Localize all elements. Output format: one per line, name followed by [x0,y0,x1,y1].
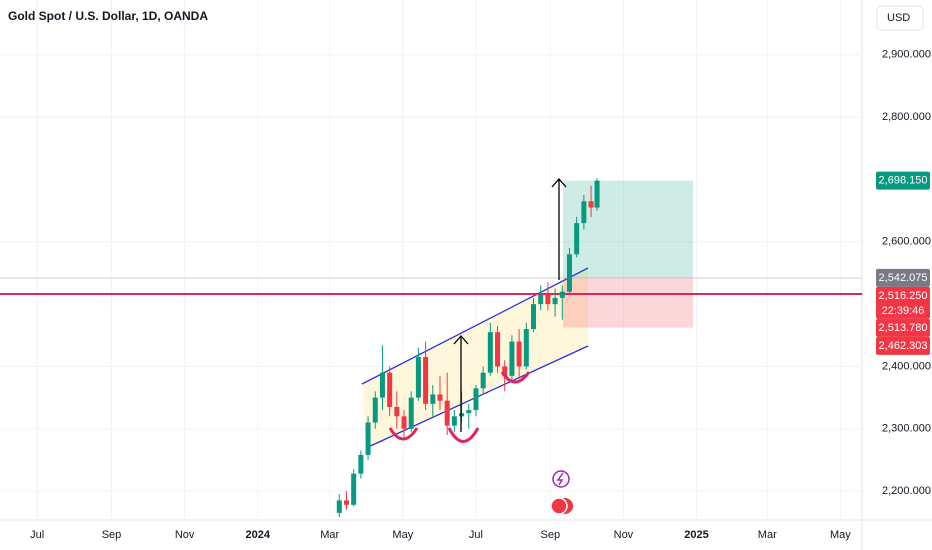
candle-body [343,500,349,505]
price-label-box [876,286,930,319]
annotations [388,178,573,515]
arrow-head [551,178,567,188]
event-icon[interactable] [552,470,570,488]
position-tool [0,180,862,328]
candles [336,178,600,518]
pattern-curve [500,371,531,384]
candle-body [487,332,493,373]
candle-body [531,304,537,330]
candle-body [588,201,594,208]
pattern-curve [447,427,480,443]
candle-body [351,473,357,505]
candle-body [408,397,414,429]
candle-body [566,254,572,292]
price-label: 2,516.250 [879,290,928,302]
x-tick-label: Nov [614,529,634,541]
price-label: 2,542.075 [879,272,928,284]
y-tick-label: 2,600.000 [882,236,931,248]
x-tick-label: Jul [469,529,483,541]
candle-body [559,291,565,298]
candle-body [574,223,580,255]
price-label: 2,698.150 [879,175,928,187]
x-tick-label: May [392,529,413,541]
candle-body [502,366,508,376]
price-label: 2,462.303 [879,340,928,352]
candle-body [480,372,486,389]
candle-body [379,372,385,398]
y-tick-label: 2,800.000 [882,111,931,123]
candle-body [372,397,378,423]
candle-body [430,394,436,404]
x-tick-label: 2025 [684,529,708,541]
candle-body [581,201,587,224]
arrow-head [453,335,469,345]
event-icon-bolt [556,472,564,486]
candle-body [451,416,457,426]
candle-body [495,332,501,367]
x-tick-label: Sep [541,529,561,541]
x-tick-label: Nov [175,529,195,541]
price-label-box [876,318,930,337]
x-tick-label: Mar [320,529,339,541]
pattern-curve [388,427,419,441]
candle-body [545,294,551,305]
candle-body [552,297,558,305]
price-label-box [876,268,930,287]
y-tick-label: 2,300.000 [882,423,931,435]
target-zone [563,180,693,278]
currency-label: USD [887,12,910,24]
price-labels: 2,698.150 2,542.075 2,516.250 22:39:46 2,513… [876,171,930,355]
candle-body [466,410,472,414]
stop-zone [563,277,693,328]
candle-body [336,500,342,513]
price-label-box [876,171,930,190]
candle-body [523,329,529,367]
candle-body [423,357,429,404]
x-tick-label: Mar [758,529,777,541]
candle-body [509,341,515,376]
y-tick-label: 2,900.000 [882,49,931,61]
x-tick-label: May [830,529,851,541]
countdown: 22:39:46 [882,305,925,317]
candle-body [387,372,393,407]
candle-body [538,294,544,305]
channel-upper [361,267,589,385]
price-label: 2,513.780 [879,322,928,334]
x-tick-label: 2024 [246,529,271,541]
x-tick-label: Jul [30,529,44,541]
candle-body [473,388,479,411]
candle-body [594,180,600,208]
candle-body [444,400,450,426]
x-tick-label: Sep [102,529,122,541]
currency-button[interactable] [876,5,924,31]
candle-body [401,416,407,429]
y-tick-label: 2,400.000 [882,360,931,372]
candle-body [415,357,421,398]
candle-body [516,341,522,367]
candle-body [358,454,364,474]
price-label-box [876,336,930,355]
candle-body [394,406,400,417]
event-icon[interactable] [550,497,568,515]
candle-body [365,422,371,455]
y-tick-label: 2,200.000 [882,485,931,497]
candle-body [437,394,443,401]
chart-title: Gold Spot / U.S. Dollar, 1D, OANDA [8,9,208,23]
